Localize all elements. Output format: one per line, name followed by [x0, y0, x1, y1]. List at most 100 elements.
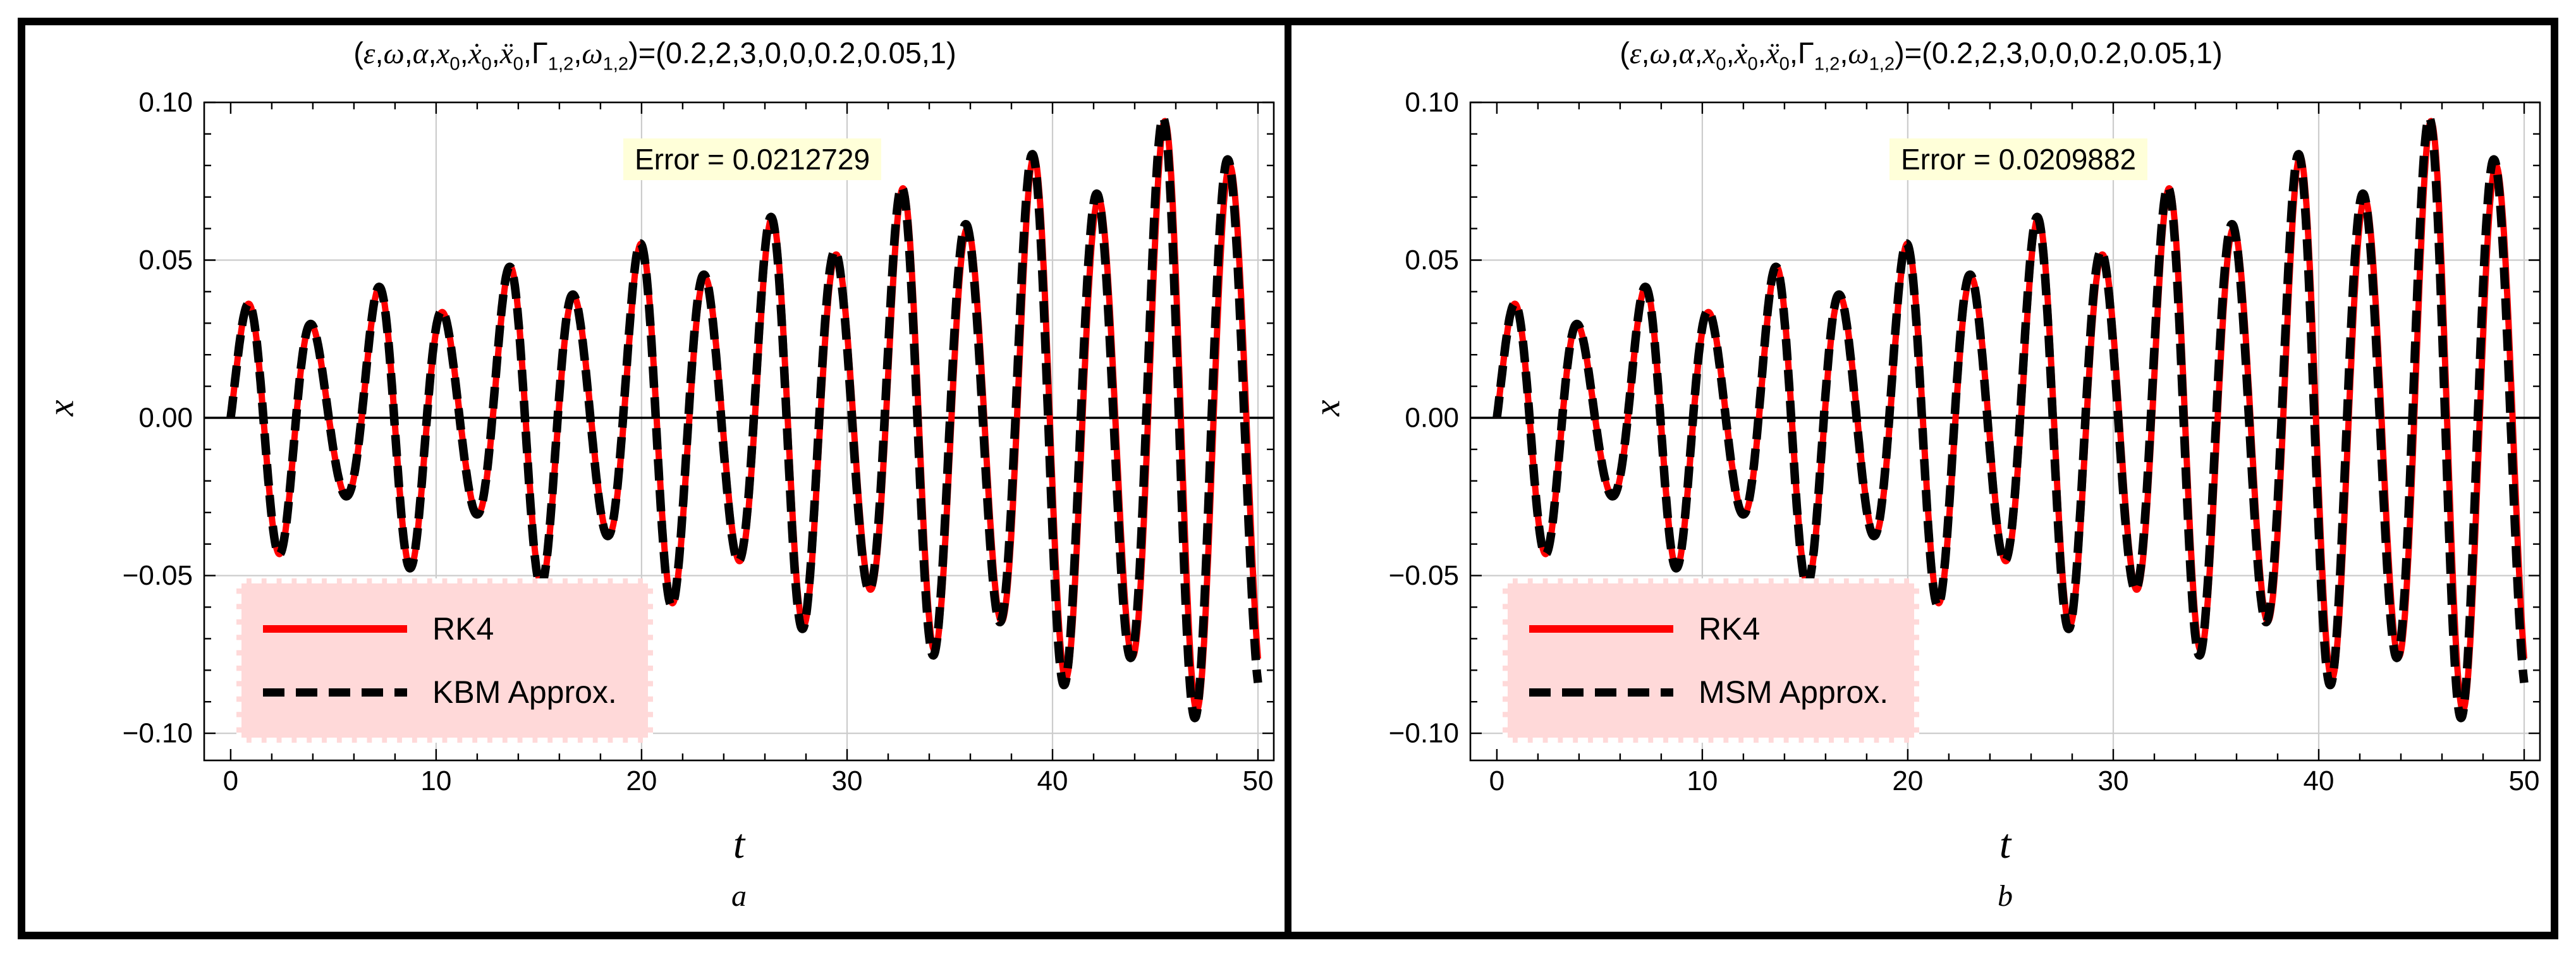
x-tick-label: 10 — [420, 765, 451, 796]
y-tick-label: 0.05 — [138, 245, 193, 276]
legend-row-rk4: RK4 — [263, 611, 648, 647]
plot-frame — [1469, 101, 2541, 762]
x-tick-label: 20 — [626, 765, 657, 796]
title-segment: ( — [1620, 36, 1630, 70]
series-msm-approx- — [1492, 113, 2529, 722]
legend-row-rk4: RK4 — [1529, 611, 1914, 647]
plot-frame — [203, 101, 1275, 762]
y-tick-label: −0.10 — [1389, 718, 1459, 749]
title-segment: 0 — [449, 54, 460, 75]
title-segment: ω — [1649, 37, 1671, 70]
title-segment: ε — [1629, 37, 1642, 70]
title-segment: 0 — [1747, 54, 1758, 75]
y-tick-label: 0.10 — [138, 87, 193, 118]
title-segment: 0 — [1716, 54, 1726, 75]
error-annotation: Error = 0.0209882 — [1889, 138, 2148, 180]
title-segment: Γ — [531, 36, 548, 70]
subfigure-letter: b — [1998, 879, 2013, 913]
subfigure-letter: a — [731, 879, 747, 913]
title-segment: ẍ — [499, 37, 513, 70]
x-tick-label: 30 — [2098, 765, 2129, 796]
legend-box: RK4 MSM Approx. — [1503, 578, 1919, 743]
legend-line-solid-red — [263, 625, 407, 633]
title-segment: 1,2 — [1814, 54, 1840, 75]
title-segment: 1,2 — [547, 54, 574, 75]
x-axis-label: t — [733, 821, 745, 867]
title-segment: α — [412, 37, 429, 70]
legend-label-approx: KBM Approx. — [432, 674, 617, 710]
y-tick-label: 0.00 — [138, 403, 193, 434]
y-axis-label: x — [40, 399, 82, 417]
legend-line-solid-red — [1529, 625, 1673, 633]
title-segment: )=(0.2,2,3,0,0,0.2,0.05,1) — [628, 36, 956, 70]
title-segment: , — [1789, 36, 1798, 70]
title-segment: x — [1702, 37, 1716, 70]
plot-canvas-a: 0 10 20 30 40 50 0.10 0.05 0.00 −0.05 −0.10 — [123, 87, 1275, 796]
title-segment: ω — [582, 37, 603, 70]
title-segment: Γ — [1797, 36, 1814, 70]
panel-b: 0 10 20 30 40 50 0.10 0.05 0.00 −0.05 −0.10 (ε,ω,α… — [1291, 25, 2551, 932]
title-segment: ε — [363, 37, 375, 70]
x-tick-label: 0 — [223, 765, 238, 796]
title-segment: x — [436, 37, 450, 70]
x-tick-label: 10 — [1687, 765, 1718, 796]
title-segment: ẍ — [1766, 37, 1779, 70]
panel-divider — [1285, 25, 1291, 932]
title-segment: , — [491, 36, 500, 70]
legend-box: RK4 KBM Approx. — [236, 578, 653, 743]
title-segment: , — [375, 36, 384, 70]
title-segment: 0 — [1779, 54, 1790, 75]
x-tick-label: 40 — [2304, 765, 2335, 796]
legend-label-rk4: RK4 — [1699, 611, 1761, 647]
x-tick-label: 30 — [832, 765, 863, 796]
y-axis-label: x — [1306, 399, 1348, 417]
title-segment: ω — [383, 37, 405, 70]
title-segment: , — [460, 36, 468, 70]
x-tick-label: 40 — [1037, 765, 1068, 796]
legend-line-dashed-black — [263, 688, 407, 697]
title-segment: , — [1726, 36, 1735, 70]
y-tick-label: −0.10 — [123, 718, 193, 749]
title-segment: , — [1840, 36, 1848, 70]
y-tick-label: −0.05 — [1389, 560, 1459, 591]
legend-line-dashed-black — [1529, 688, 1673, 697]
title-segment: , — [1670, 36, 1679, 70]
title-segment: , — [523, 36, 532, 70]
title-segment: , — [1641, 36, 1650, 70]
title-segment: 0 — [481, 54, 492, 75]
x-tick-label: 50 — [1243, 765, 1274, 796]
title-segment: )=(0.2,2,3,0,0,0.2,0.05,1) — [1895, 36, 2223, 70]
title-segment: , — [404, 36, 413, 70]
title-segment: 1,2 — [602, 54, 629, 75]
title-segment: 1,2 — [1869, 54, 1895, 75]
legend-row-approx: KBM Approx. — [263, 674, 648, 710]
y-tick-label: 0.10 — [1405, 87, 1459, 118]
plot-title: (ε,ω,α,x0,ẋ0,ẍ0,Γ1,2,ω1,2)=(0.2,2,3,0,0,… — [25, 35, 1285, 75]
title-segment: ẋ — [468, 37, 482, 70]
series-kbm-approx- — [226, 113, 1262, 722]
legend-label-rk4: RK4 — [432, 611, 494, 647]
legend-label-approx: MSM Approx. — [1699, 674, 1889, 710]
plot-title: (ε,ω,α,x0,ẋ0,ẍ0,Γ1,2,ω1,2)=(0.2,2,3,0,0,… — [1291, 35, 2551, 75]
x-tick-label: 0 — [1489, 765, 1505, 796]
y-tick-label: 0.05 — [1405, 245, 1459, 276]
figure: 0 10 20 30 40 50 0.10 0.05 0.00 −0.05 −0.10 (ε,ω,α… — [18, 18, 2558, 939]
legend-row-approx: MSM Approx. — [1529, 674, 1914, 710]
y-tick-label: 0.00 — [1405, 403, 1459, 434]
y-tick-label: −0.05 — [123, 560, 193, 591]
x-tick-label: 50 — [2509, 765, 2540, 796]
title-segment: ω — [1848, 37, 1869, 70]
x-axis-label: t — [1999, 821, 2011, 867]
title-segment: ( — [353, 36, 363, 70]
title-segment: α — [1678, 37, 1695, 70]
title-segment: 0 — [513, 54, 523, 75]
title-segment: ẋ — [1734, 37, 1748, 70]
error-annotation: Error = 0.0212729 — [623, 138, 882, 180]
title-segment: , — [1757, 36, 1766, 70]
title-segment: , — [1694, 36, 1703, 70]
x-tick-label: 20 — [1892, 765, 1923, 796]
title-segment: , — [573, 36, 582, 70]
panel-a: 0 10 20 30 40 50 0.10 0.05 0.00 −0.05 −0.10 (ε,ω,α… — [25, 25, 1285, 932]
title-segment: , — [428, 36, 437, 70]
